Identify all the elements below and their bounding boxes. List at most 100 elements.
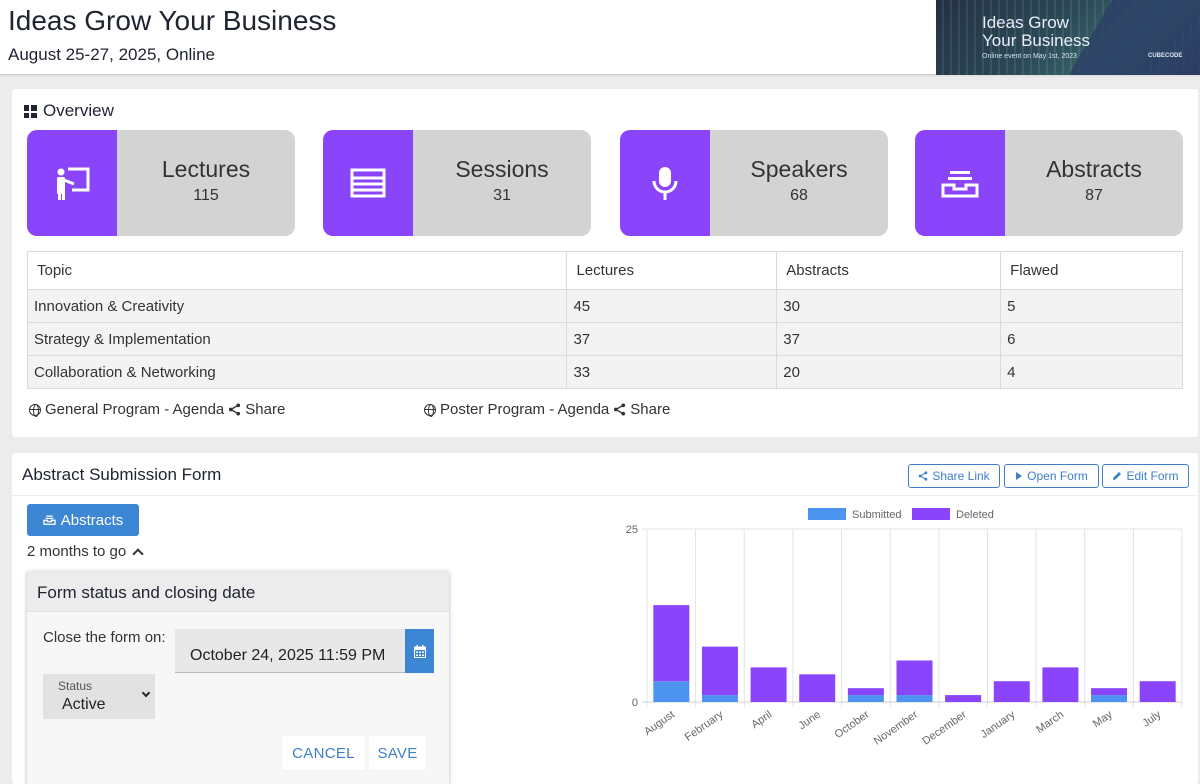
edit-form-button[interactable]: Edit Form: [1102, 464, 1189, 488]
x-tick-label: March: [1034, 709, 1066, 736]
inbox-stack-icon: [43, 515, 56, 525]
cancel-button[interactable]: CANCEL: [282, 736, 365, 770]
bar-deleted: [945, 695, 982, 702]
share-poster-program[interactable]: Share: [613, 401, 670, 418]
bar-deleted: [993, 681, 1030, 702]
table-cell: Innovation & Creativity: [26, 289, 568, 323]
share-link-button[interactable]: Share Link: [908, 464, 1000, 488]
y-tick-label: 0: [632, 697, 638, 709]
table-cell: 37: [566, 322, 778, 356]
stat-card-sessions[interactable]: Sessions 31: [323, 130, 591, 236]
abstract-submission-card: Abstract Submission Form Share Link Open…: [12, 453, 1198, 784]
bar-deleted: [750, 667, 787, 702]
abstract-form-title: Abstract Submission Form: [22, 465, 222, 484]
table-row: Innovation & Creativity 45 30 5: [26, 289, 1183, 323]
x-tick-label: November: [872, 708, 921, 747]
table-row: Collaboration & Networking 33 20 4: [26, 355, 1183, 389]
table-cell: Strategy & Implementation: [26, 322, 568, 356]
column-header: Topic: [26, 251, 568, 290]
bar-deleted: [896, 660, 933, 696]
time-to-go-text: 2 months to go: [27, 543, 127, 560]
stat-value: 31: [493, 187, 511, 204]
table-cell: 4: [1000, 355, 1183, 389]
x-tick-label: April: [749, 709, 774, 731]
bar-submitted: [896, 695, 933, 702]
play-icon: [1016, 472, 1023, 480]
bar-submitted: [1091, 695, 1128, 702]
x-tick-label: May: [1091, 708, 1115, 730]
status-value: Active: [62, 696, 106, 713]
share-icon: [229, 403, 241, 416]
share-icon: [919, 471, 928, 481]
bar-deleted: [1042, 667, 1079, 702]
bar-deleted: [653, 605, 690, 682]
pencil-icon: [1113, 472, 1122, 480]
form-status-title: Form status and closing date: [37, 583, 256, 602]
close-date-input[interactable]: October 24, 2025 11:59 PM: [175, 629, 405, 673]
x-tick-label: February: [683, 708, 726, 743]
table-cell: 33: [566, 355, 778, 389]
bar-deleted: [799, 674, 836, 702]
banner-title: Ideas Grow Your Business: [982, 13, 1091, 50]
dashboard-icon: [24, 104, 37, 118]
column-header: Lectures: [566, 251, 778, 290]
bar-deleted: [701, 646, 738, 696]
inbox-stack-icon: [915, 130, 1005, 236]
share-general-program[interactable]: Share: [228, 401, 285, 418]
table-row: Strategy & Implementation 37 37 6: [26, 322, 1183, 356]
legend-label: Submitted: [852, 509, 902, 521]
stat-value: 68: [790, 187, 808, 204]
bar-deleted: [847, 688, 884, 696]
legend-label: Deleted: [956, 509, 994, 521]
table-cell: 5: [1000, 289, 1183, 323]
column-header: Flawed: [1000, 251, 1183, 290]
legend-swatch: [808, 508, 846, 520]
table-cell: 45: [566, 289, 778, 323]
stat-value: 87: [1085, 187, 1103, 204]
table-header-row: Topic Lectures Abstracts Flawed: [26, 251, 1183, 290]
open-form-button[interactable]: Open Form: [1004, 464, 1099, 488]
general-program-link[interactable]: General Program - Agenda: [45, 401, 225, 418]
x-tick-label: August: [642, 709, 677, 738]
general-program-links: General Program - Agenda Share: [29, 401, 285, 418]
x-tick-label: January: [979, 708, 1018, 741]
banner-caption: Online event on May 1st, 2023: [982, 53, 1077, 60]
stat-card-abstracts[interactable]: Abstracts 87: [915, 130, 1183, 236]
event-banner: Ideas Grow Your Business Online event on…: [936, 0, 1200, 75]
table-cell: 6: [1000, 322, 1183, 356]
microphone-icon: [620, 130, 710, 236]
abstracts-button[interactable]: Abstracts: [27, 504, 139, 536]
legend-swatch: [912, 508, 950, 520]
table-cell: Collaboration & Networking: [26, 355, 568, 389]
x-tick-label: July: [1140, 708, 1163, 729]
event-dates: August 25-27, 2025, Online: [8, 45, 215, 64]
stat-card-lectures[interactable]: Lectures 115: [27, 130, 295, 236]
bar-submitted: [701, 695, 738, 702]
bar-submitted: [653, 681, 690, 702]
bar-deleted: [1091, 688, 1128, 696]
stat-label: Speakers: [750, 156, 848, 182]
stat-label: Sessions: [455, 156, 549, 182]
bar-submitted: [847, 695, 884, 702]
status-select[interactable]: Status Active: [43, 674, 155, 719]
form-status-header: Form status and closing date: [27, 571, 449, 612]
poster-program-link[interactable]: Poster Program - Agenda: [440, 401, 610, 418]
stat-label: Abstracts: [1046, 156, 1142, 182]
banner-logo: CUBECODE: [1148, 53, 1183, 59]
abstracts-bar-chart: 0 25 Submitted Deleted August February April Ju…: [626, 508, 1183, 748]
stat-card-speakers[interactable]: Speakers 68: [620, 130, 888, 236]
list-icon: [323, 130, 413, 236]
calendar-button[interactable]: [405, 629, 434, 673]
overview-card: Overview Lectures 115 Sessions 3: [12, 89, 1198, 437]
bar-deleted: [1139, 681, 1176, 702]
save-button[interactable]: SAVE: [369, 736, 426, 770]
stat-value: 115: [193, 187, 219, 204]
share-icon: [614, 403, 626, 416]
y-tick-label: 25: [626, 524, 638, 536]
x-tick-label: June: [797, 709, 823, 733]
calendar-icon: [413, 644, 426, 658]
time-to-go-toggle[interactable]: 2 months to go: [27, 543, 144, 560]
event-title: Ideas Grow Your Business: [8, 5, 337, 36]
column-header: Abstracts: [776, 251, 1002, 290]
x-tick-label: October: [833, 708, 872, 740]
